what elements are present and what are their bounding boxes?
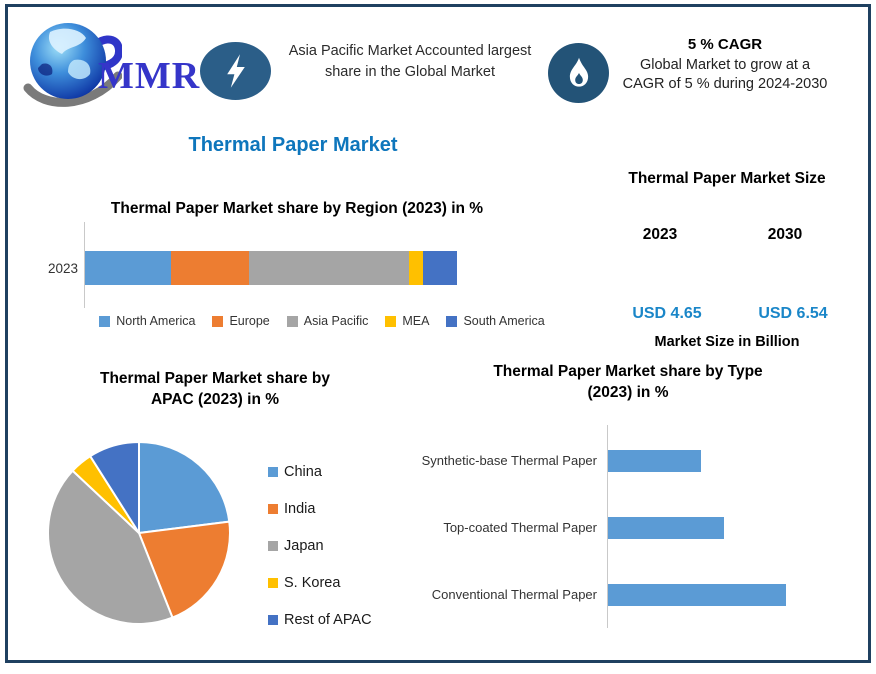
region-bar-segment-mea bbox=[408, 251, 424, 285]
mmr-logo: MMR bbox=[22, 12, 207, 116]
legend-marker-icon bbox=[212, 315, 224, 327]
pie-slice-china bbox=[138, 441, 231, 534]
flame-icon bbox=[569, 57, 588, 87]
legend-label: Europe bbox=[229, 314, 270, 328]
pie-legend-item-india: India bbox=[268, 501, 372, 517]
legend-marker-icon bbox=[268, 504, 278, 514]
region-legend-item-south-america: South America bbox=[446, 314, 545, 328]
legend-label: Rest of APAC bbox=[284, 612, 372, 628]
lightning-icon bbox=[226, 54, 245, 88]
region-chart-title: Thermal Paper Market share by Region (20… bbox=[110, 200, 484, 217]
flame-badge bbox=[548, 43, 609, 103]
legend-marker-icon bbox=[385, 315, 397, 327]
highlight-text: Asia Pacific Market Accounted largest sh… bbox=[288, 43, 532, 80]
pie-slice-rest-of-apac bbox=[89, 441, 140, 534]
legend-label: MEA bbox=[402, 314, 430, 328]
region-bar-segment-europe bbox=[170, 251, 249, 285]
legend-label: S. Korea bbox=[284, 575, 341, 591]
apac-pie-chart bbox=[47, 441, 231, 625]
pie-slice-japan bbox=[47, 469, 174, 625]
legend-label: India bbox=[284, 501, 316, 517]
page-title: Thermal Paper Market bbox=[188, 134, 398, 156]
market-size-value-2023: USD 4.65 bbox=[632, 305, 702, 322]
market-size-title: Thermal Paper Market Size bbox=[628, 170, 826, 187]
legend-label: Asia Pacific bbox=[303, 314, 369, 328]
apac-pie-title: Thermal Paper Market share by APAC (2023… bbox=[99, 370, 331, 408]
market-size-year-2023: 2023 bbox=[642, 226, 678, 243]
pie-legend-item-rest-of-apac: Rest of APAC bbox=[268, 612, 372, 628]
region-chart-axis bbox=[84, 222, 85, 308]
cagr-title: 5 % CAGR bbox=[687, 36, 763, 53]
legend-marker-icon bbox=[268, 467, 278, 477]
pie-slice-india bbox=[138, 520, 231, 619]
region-bar-segment-asia-pacific bbox=[248, 251, 409, 285]
region-legend-item-asia-pacific: Asia Pacific bbox=[286, 314, 369, 328]
region-legend-item-north-america: North America bbox=[99, 314, 195, 328]
legend-marker-icon bbox=[268, 615, 278, 625]
type-chart-title: Thermal Paper Market share by Type (2023… bbox=[493, 363, 763, 401]
legend-label: South America bbox=[463, 314, 545, 328]
region-legend-item-europe: Europe bbox=[212, 314, 270, 328]
pie-legend-item-china: China bbox=[268, 464, 372, 480]
region-legend: North America Europe Asia Pacific MEA South … bbox=[78, 314, 566, 328]
legend-marker-icon bbox=[268, 578, 278, 588]
market-size-year-2030: 2030 bbox=[767, 226, 803, 243]
region-bar-segment-north-america bbox=[85, 251, 171, 285]
globe-icon bbox=[23, 23, 122, 107]
region-bar bbox=[85, 251, 457, 285]
legend-label: China bbox=[284, 464, 322, 480]
type-chart-axis bbox=[607, 425, 608, 628]
market-size-caption: Market Size in Billion bbox=[654, 334, 800, 350]
cagr-text: Global Market to grow at a CAGR of 5 % d… bbox=[622, 57, 828, 92]
logo-text: MMR bbox=[98, 55, 201, 97]
lightning-badge bbox=[200, 42, 271, 100]
legend-label: Japan bbox=[284, 538, 324, 554]
cagr-block: 5 % CAGR Global Market to grow at a CAGR… bbox=[620, 36, 830, 94]
legend-marker-icon bbox=[268, 541, 278, 551]
region-bar-segment-south-america bbox=[423, 251, 457, 285]
legend-marker-icon bbox=[99, 315, 111, 327]
apac-pie-legend: China India Japan S. Korea Rest of APAC bbox=[268, 464, 372, 628]
region-legend-item-mea: MEA bbox=[385, 314, 429, 328]
legend-marker-icon bbox=[446, 315, 458, 327]
pie-legend-item-japan: Japan bbox=[268, 538, 372, 554]
pie-legend-item-s-korea: S. Korea bbox=[268, 575, 372, 591]
market-size-value-2030: USD 6.54 bbox=[758, 305, 828, 322]
region-chart-ylabel: 2023 bbox=[47, 261, 78, 276]
legend-label: North America bbox=[116, 314, 196, 328]
legend-marker-icon bbox=[286, 315, 298, 327]
